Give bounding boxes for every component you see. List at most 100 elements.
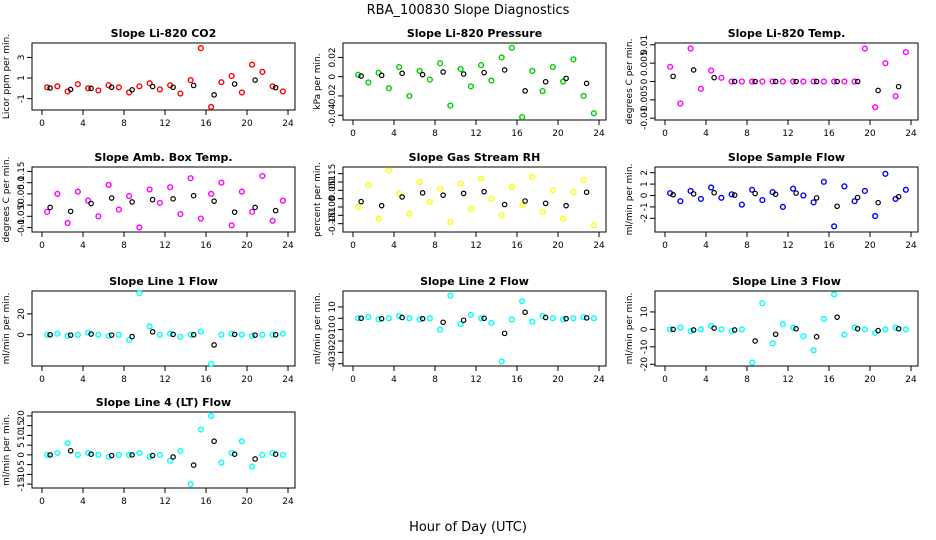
x-tick-label: 0 — [662, 129, 668, 139]
data-point-ref — [47, 452, 53, 458]
y-axis-label: kPa per min. — [313, 53, 323, 109]
data-point — [697, 85, 704, 92]
x-tick-label: 12 — [782, 241, 793, 251]
data-point — [95, 331, 102, 338]
x-tick-label: 16 — [200, 375, 212, 385]
data-point — [457, 180, 464, 187]
data-point — [467, 205, 474, 212]
data-point — [426, 315, 433, 322]
x-tick-label: 8 — [121, 497, 127, 507]
data-point — [488, 195, 495, 202]
data-point — [259, 172, 266, 180]
y-tick-label: -0.15 — [328, 212, 338, 235]
y-tick-label: -0.01 — [640, 107, 650, 130]
x-tick-label: 4 — [703, 241, 709, 251]
data-point-ref — [813, 78, 820, 85]
data-point-ref — [47, 85, 53, 91]
data-point-ref — [793, 78, 799, 85]
data-point — [667, 63, 674, 70]
data-point-ref — [170, 454, 176, 460]
data-point — [249, 208, 256, 215]
data-point — [146, 80, 153, 87]
data-point — [508, 316, 515, 323]
data-point-ref — [399, 70, 405, 77]
data-point — [851, 198, 858, 205]
data-point — [447, 292, 454, 299]
data-point — [882, 170, 889, 177]
x-tick-label: 24 — [282, 497, 294, 507]
data-point — [269, 449, 276, 457]
data-point-ref — [731, 78, 738, 85]
data-point — [197, 426, 204, 433]
x-tick-label: 20 — [241, 375, 253, 385]
plot-frame — [31, 166, 296, 233]
x-tick-label: 4 — [703, 375, 709, 385]
data-point — [218, 179, 225, 186]
plot-frame — [342, 42, 607, 121]
data-point-ref — [190, 331, 197, 338]
data-point — [197, 45, 204, 52]
data-point — [851, 78, 858, 85]
data-point-ref — [583, 315, 590, 321]
data-point-ref — [211, 92, 217, 98]
data-point — [355, 315, 362, 322]
data-point — [126, 193, 133, 200]
data-point — [831, 78, 838, 85]
data-point-ref — [129, 199, 135, 205]
x-tick-label: 20 — [864, 375, 876, 385]
data-point — [437, 185, 444, 192]
data-point-ref — [211, 438, 217, 445]
data-point — [54, 190, 61, 197]
data-point — [810, 199, 817, 206]
data-point-ref — [272, 207, 279, 214]
data-point — [238, 188, 245, 195]
data-point-ref — [252, 77, 258, 83]
x-tick-label: 24 — [905, 241, 917, 251]
data-point-ref — [854, 78, 861, 85]
data-point — [687, 45, 694, 52]
data-point — [529, 318, 536, 325]
x-tick-label: 8 — [744, 241, 750, 251]
data-point-ref — [170, 331, 176, 338]
y-tick-label: 0.1 — [328, 175, 338, 189]
y-tick-label: 0.05 — [17, 184, 27, 204]
y-tick-label: 10 — [328, 301, 338, 313]
data-point-ref — [47, 331, 53, 338]
data-point — [718, 194, 725, 201]
x-tick-label: 12 — [159, 497, 170, 507]
y-tick-label: -40 — [328, 356, 338, 371]
x-tick-label: 8 — [121, 241, 127, 251]
data-point — [718, 74, 725, 81]
data-point — [529, 67, 536, 75]
data-point — [156, 451, 163, 458]
data-point — [820, 315, 827, 323]
data-point — [228, 222, 235, 229]
data-point — [74, 331, 81, 338]
data-point — [841, 183, 848, 190]
data-point — [810, 78, 817, 85]
data-point — [560, 78, 567, 85]
data-point — [208, 412, 215, 419]
data-point — [249, 61, 256, 68]
data-point — [677, 100, 684, 107]
y-tick-label: -1 — [17, 94, 27, 103]
data-point — [365, 79, 372, 86]
x-tick-label: 4 — [391, 129, 397, 139]
data-point — [488, 319, 495, 326]
y-tick-label: 0.05 — [328, 180, 338, 200]
data-point — [779, 321, 786, 328]
x-tick-label: 0 — [350, 375, 356, 385]
data-point-ref — [542, 314, 549, 321]
data-point — [529, 173, 536, 181]
data-point — [749, 359, 756, 366]
data-point — [126, 451, 133, 458]
data-point-ref — [108, 84, 115, 91]
data-point-ref — [190, 192, 197, 199]
y-tick-label: 20 — [17, 308, 27, 320]
data-point — [85, 449, 92, 457]
panel-title: Slope Li-820 Pressure — [407, 27, 542, 40]
data-point-ref — [419, 71, 426, 78]
data-point-ref — [670, 73, 676, 80]
data-point-ref — [752, 338, 758, 344]
data-point — [406, 315, 413, 322]
